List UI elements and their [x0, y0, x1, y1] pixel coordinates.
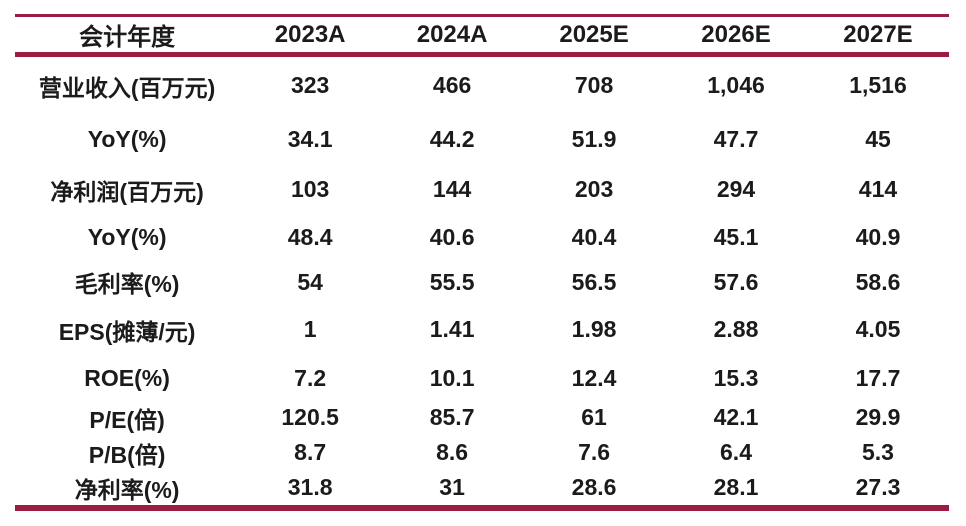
- value-cell: 34.1: [287, 126, 333, 152]
- row-label: 净利率(%): [74, 476, 180, 503]
- value-cell: 414: [858, 176, 898, 202]
- value-cell: 7.2: [294, 364, 327, 391]
- row-label: EPS(摊薄/元): [58, 318, 196, 345]
- value-cell: 56.5: [571, 268, 617, 295]
- value-cell: 10.1: [429, 364, 475, 391]
- row-label: YoY(%): [87, 224, 167, 250]
- row-label: 净利润(百万元): [50, 178, 204, 205]
- header-cell-year: 2024A: [416, 20, 488, 48]
- value-cell: 6.4: [720, 439, 752, 465]
- table-row: 净利率(%) 31.8 31 28.6 28.1 27.3: [15, 471, 949, 508]
- value-cell: 12.4: [571, 364, 617, 391]
- row-label: 营业收入(百万元): [38, 74, 216, 101]
- table-row: P/B(倍) 8.7 8.6 7.6 6.4 5.3: [15, 435, 949, 471]
- value-cell: 55.5: [429, 268, 475, 295]
- value-cell: 1,046: [707, 72, 765, 99]
- row-label: P/E(倍): [89, 406, 165, 433]
- value-cell: 7.6: [578, 439, 611, 465]
- value-cell: 54: [297, 268, 323, 295]
- row-label: P/B(倍): [88, 441, 166, 468]
- header-cell-year: 2023A: [274, 20, 346, 48]
- value-cell: 48.4: [287, 224, 333, 250]
- value-cell: 29.9: [855, 404, 901, 430]
- value-cell: 2.88: [713, 316, 759, 342]
- row-label: YoY(%): [87, 126, 167, 152]
- value-cell: 45: [865, 126, 891, 152]
- value-cell: 40.9: [855, 224, 901, 250]
- value-cell: 8.6: [436, 439, 469, 465]
- header-cell-year: 2026E: [701, 20, 771, 48]
- table-row: 净利润(百万元) 103 144 203 294 414: [15, 165, 949, 215]
- value-cell: 294: [716, 176, 756, 202]
- value-cell: 45.1: [713, 224, 759, 250]
- header-cell-year: 2027E: [843, 20, 913, 48]
- value-cell: 1.41: [429, 316, 475, 342]
- value-cell: 28.1: [713, 474, 759, 500]
- value-cell: 44.2: [429, 126, 475, 152]
- value-cell: 466: [432, 72, 472, 99]
- table-header-row: 会计年度 2023A 2024A 2025E 2026E 2027E: [15, 15, 949, 55]
- value-cell: 4.05: [855, 316, 901, 342]
- header-cell-fiscal-year: 会计年度: [79, 24, 176, 51]
- value-cell: 58.6: [855, 268, 901, 295]
- value-cell: 28.6: [571, 474, 617, 500]
- value-cell: 103: [290, 176, 330, 202]
- value-cell: 1.98: [571, 316, 617, 342]
- value-cell: 323: [290, 72, 330, 99]
- value-cell: 8.7: [294, 439, 327, 465]
- value-cell: 144: [432, 176, 472, 202]
- value-cell: 51.9: [571, 126, 617, 152]
- value-cell: 17.7: [855, 364, 901, 391]
- table-row: 营业收入(百万元) 323 466 708 1,046 1,516: [15, 55, 949, 115]
- table-row: EPS(摊薄/元) 1 1.41 1.98 2.88 4.05: [15, 304, 949, 356]
- value-cell: 5.3: [862, 439, 894, 465]
- value-cell: 31: [439, 474, 465, 500]
- financial-summary-table: 会计年度 2023A 2024A 2025E 2026E 2027E 营业收入(百万元) 3…: [15, 14, 949, 511]
- table-row: P/E(倍) 120.5 85.7 61 42.1 29.9: [15, 401, 949, 435]
- table-row: YoY(%) 48.4 40.6 40.4 45.1 40.9: [15, 215, 949, 261]
- value-cell: 40.6: [429, 224, 475, 250]
- value-cell: 40.4: [571, 224, 617, 250]
- value-cell: 61: [581, 404, 607, 430]
- value-cell: 47.7: [713, 126, 759, 152]
- header-cell-year: 2025E: [559, 20, 629, 48]
- table-row: ROE(%) 7.2 10.1 12.4 15.3 17.7: [15, 356, 949, 401]
- value-cell: 708: [574, 72, 614, 99]
- value-cell: 42.1: [713, 404, 759, 430]
- value-cell: 1,516: [849, 72, 907, 99]
- value-cell: 120.5: [281, 404, 339, 430]
- value-cell: 85.7: [429, 404, 475, 430]
- table-row: 毛利率(%) 54 55.5 56.5 57.6 58.6: [15, 261, 949, 304]
- value-cell: 27.3: [855, 474, 901, 500]
- value-cell: 57.6: [713, 268, 759, 295]
- value-cell: 203: [574, 176, 614, 202]
- value-cell: 1: [303, 316, 317, 342]
- value-cell: 31.8: [287, 474, 333, 500]
- value-cell: 15.3: [713, 364, 759, 391]
- row-label: ROE(%): [84, 364, 170, 391]
- table-row: YoY(%) 34.1 44.2 51.9 47.7 45: [15, 115, 949, 165]
- row-label: 毛利率(%): [74, 271, 180, 297]
